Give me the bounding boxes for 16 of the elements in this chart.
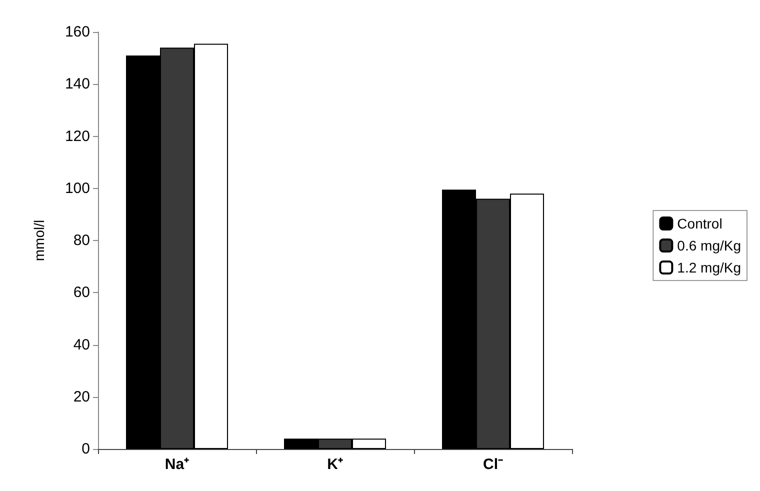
y-tick-label: 80 — [73, 232, 90, 249]
legend-label: 1.2 mg/Kg — [677, 260, 742, 276]
y-tick-label: 140 — [64, 76, 90, 93]
y-tick-label: 0 — [82, 440, 90, 458]
legend-label: 0.6 mg/Kg — [677, 238, 742, 254]
x-tick-label: K⁺ — [327, 456, 343, 473]
x-tick-label: Na⁺ — [164, 456, 190, 473]
y-tick-label: 100 — [64, 180, 90, 197]
y-tick-label: 60 — [73, 284, 90, 302]
y-tick-label: 40 — [73, 336, 90, 354]
y-tick-label: 20 — [73, 388, 90, 406]
x-tick-label: Cl⁻ — [483, 456, 503, 473]
y-tick-label: 120 — [64, 128, 90, 145]
legend-label: Control — [677, 216, 722, 232]
y-axis-title: mmol/l — [31, 220, 47, 262]
y-tick-label: 160 — [64, 24, 90, 40]
